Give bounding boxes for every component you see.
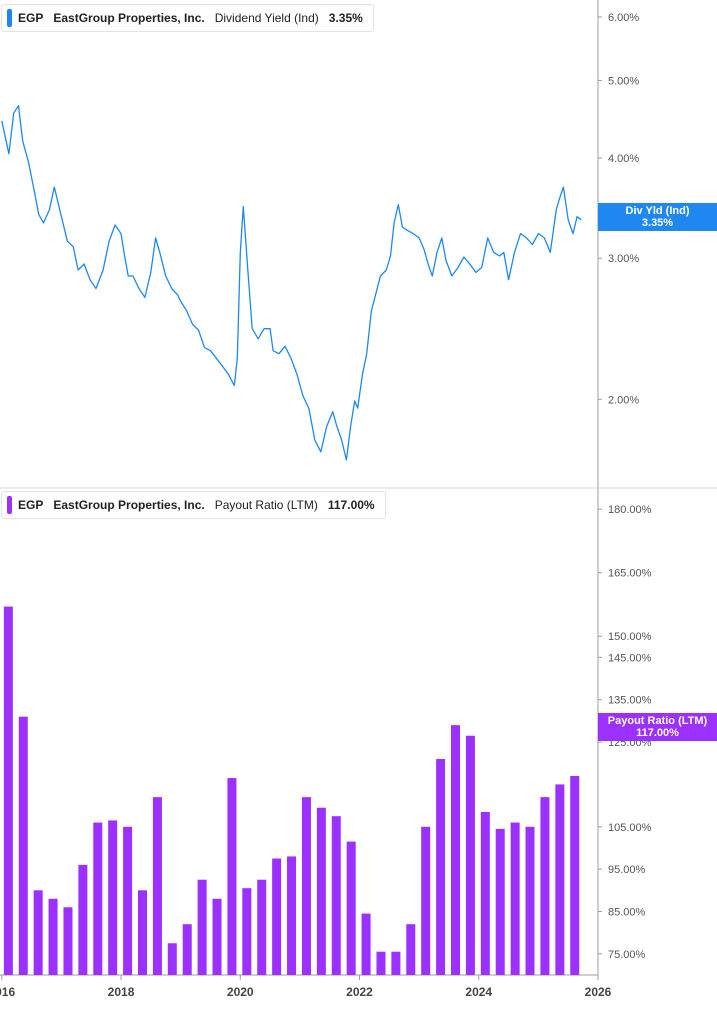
y-tick-label: 95.00% [608, 864, 646, 876]
payout-ratio-bar [287, 856, 297, 975]
payout-ratio-bar [242, 888, 252, 975]
badge-value: 117.00% [636, 727, 679, 739]
legend-ticker: EGP [18, 498, 44, 512]
payout-ratio-bar [18, 716, 28, 975]
payout-ratio-bar [108, 820, 118, 975]
payout-ratio-bar [465, 735, 475, 975]
payout-ratio-bar [301, 797, 311, 975]
payout-ratio-bar [540, 797, 550, 975]
payout-ratio-bar [361, 913, 371, 975]
y-tick-label: 3.00% [608, 253, 639, 265]
y-tick-label: 2.00% [608, 394, 639, 406]
payout-ratio-bar [182, 924, 192, 975]
payout-ratio-bar [346, 841, 356, 975]
legend-company: EastGroup Properties, Inc. [53, 498, 205, 512]
payout-ratio-bar [137, 890, 147, 975]
x-tick-label: 2018 [108, 985, 135, 999]
payout-ratio-bar [316, 807, 326, 975]
payout-ratio-bar [63, 907, 73, 975]
dividend-yield-line [1, 105, 582, 461]
legend-metric: Payout Ratio (LTM) [214, 498, 318, 512]
x-tick-label: 2022 [346, 985, 373, 999]
payout-ratio-bar [376, 951, 386, 975]
payout-ratio-bar [272, 858, 282, 975]
payout-ratio-bar [495, 828, 505, 975]
dividend-yield-swatch [7, 9, 12, 27]
payout-ratio-bar [331, 816, 341, 975]
payout-ratio-bar [93, 822, 103, 975]
legend-metric: Dividend Yield (Ind) [214, 11, 319, 25]
payout-ratio-bar [3, 606, 13, 975]
payout-ratio-bar [391, 951, 401, 975]
payout-ratio-bar [227, 778, 237, 975]
payout-ratio-bar [33, 890, 43, 975]
payout-ratio-bar [570, 775, 580, 975]
payout-ratio-bar [436, 759, 446, 975]
payout-ratio-bar [78, 864, 88, 975]
y-tick-label: 4.00% [608, 153, 639, 165]
y-tick-label: 5.00% [608, 75, 639, 87]
payout-ratio-bar [421, 826, 431, 975]
dividend-yield-badge: Div Yld (Ind) 3.35% [598, 203, 717, 231]
payout-ratio-bar [451, 725, 461, 975]
y-tick-label: 165.00% [608, 568, 652, 580]
payout-ratio-badge: Payout Ratio (LTM) 117.00% [598, 713, 717, 741]
y-tick-label: 75.00% [608, 949, 646, 961]
badge-value: 3.35% [641, 217, 674, 229]
payout-ratio-bar [152, 797, 162, 975]
x-tick-label: 2026 [585, 985, 612, 999]
payout-ratio-bar [406, 924, 416, 975]
payout-ratio-swatch [7, 496, 12, 514]
y-tick-label: 85.00% [608, 906, 646, 918]
payout-ratio-bar [257, 879, 267, 975]
x-tick-label: 2024 [465, 985, 492, 999]
x-tick-label: 2020 [227, 985, 254, 999]
y-tick-label: 180.00% [608, 504, 652, 516]
payout-ratio-bar [212, 898, 222, 975]
y-tick-label: 135.00% [608, 695, 652, 707]
dividend-yield-legend: EGP EastGroup Properties, Inc. Dividend … [1, 4, 374, 32]
badge-label: Div Yld (Ind) [625, 205, 690, 217]
x-tick-label: 2016 [0, 985, 15, 999]
y-tick-label: 6.00% [608, 12, 639, 24]
legend-ticker: EGP [18, 11, 44, 25]
payout-ratio-bar [197, 879, 207, 975]
payout-ratio-bar [123, 826, 133, 975]
legend-value: 117.00% [327, 498, 375, 512]
payout-ratio-bar [48, 898, 58, 975]
payout-ratio-bar [525, 826, 535, 975]
payout-ratio-legend: EGP EastGroup Properties, Inc. Payout Ra… [1, 491, 386, 519]
y-tick-label: 145.00% [608, 652, 652, 664]
y-tick-label: 105.00% [608, 822, 652, 834]
legend-company: EastGroup Properties, Inc. [53, 11, 205, 25]
y-tick-label: 150.00% [608, 631, 652, 643]
payout-ratio-bar [167, 943, 177, 975]
payout-ratio-bar [555, 784, 565, 975]
payout-ratio-bar [510, 822, 520, 975]
legend-value: 3.35% [328, 11, 363, 25]
payout-ratio-bar [480, 811, 490, 975]
badge-label: Payout Ratio (LTM) [607, 715, 708, 727]
